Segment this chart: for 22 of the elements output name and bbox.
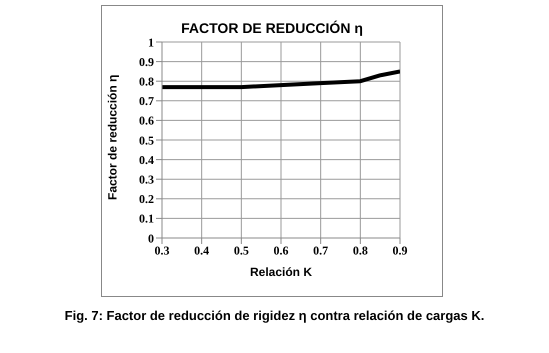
y-tick-label: 0 xyxy=(148,231,154,246)
y-tick-label: 1 xyxy=(148,35,154,50)
x-tick-label: 0.7 xyxy=(313,244,328,258)
y-tick-label: 0.3 xyxy=(139,172,154,186)
y-tick-label: 0.6 xyxy=(139,114,154,128)
y-tick-label: 0.1 xyxy=(139,212,154,226)
chart-title: FACTOR DE REDUCCIÓN η xyxy=(180,20,364,36)
x-tick-label: 0.5 xyxy=(234,244,249,258)
y-tick-label: 0.7 xyxy=(139,94,154,108)
y-tick-label: 0.4 xyxy=(139,152,154,167)
y-tick-label: 0.8 xyxy=(139,74,154,88)
y-axis-title: Factor de reducción η xyxy=(105,74,120,200)
x-tick-label: 0.6 xyxy=(274,244,288,258)
x-tick-label: 0.8 xyxy=(352,244,368,258)
y-tick-label: 0.9 xyxy=(139,54,154,69)
y-tick-label: 0.5 xyxy=(139,133,154,148)
x-tick-label: 0.9 xyxy=(392,244,408,258)
x-axis-title: Relación K xyxy=(250,265,312,279)
caption: Fig. 7: Factor de reducción de rigidez η contra relación de cargas K. xyxy=(64,308,486,323)
y-tick-label: 0.2 xyxy=(139,192,154,206)
line-series xyxy=(162,69,400,90)
x-tick-label: 0.4 xyxy=(194,244,210,258)
